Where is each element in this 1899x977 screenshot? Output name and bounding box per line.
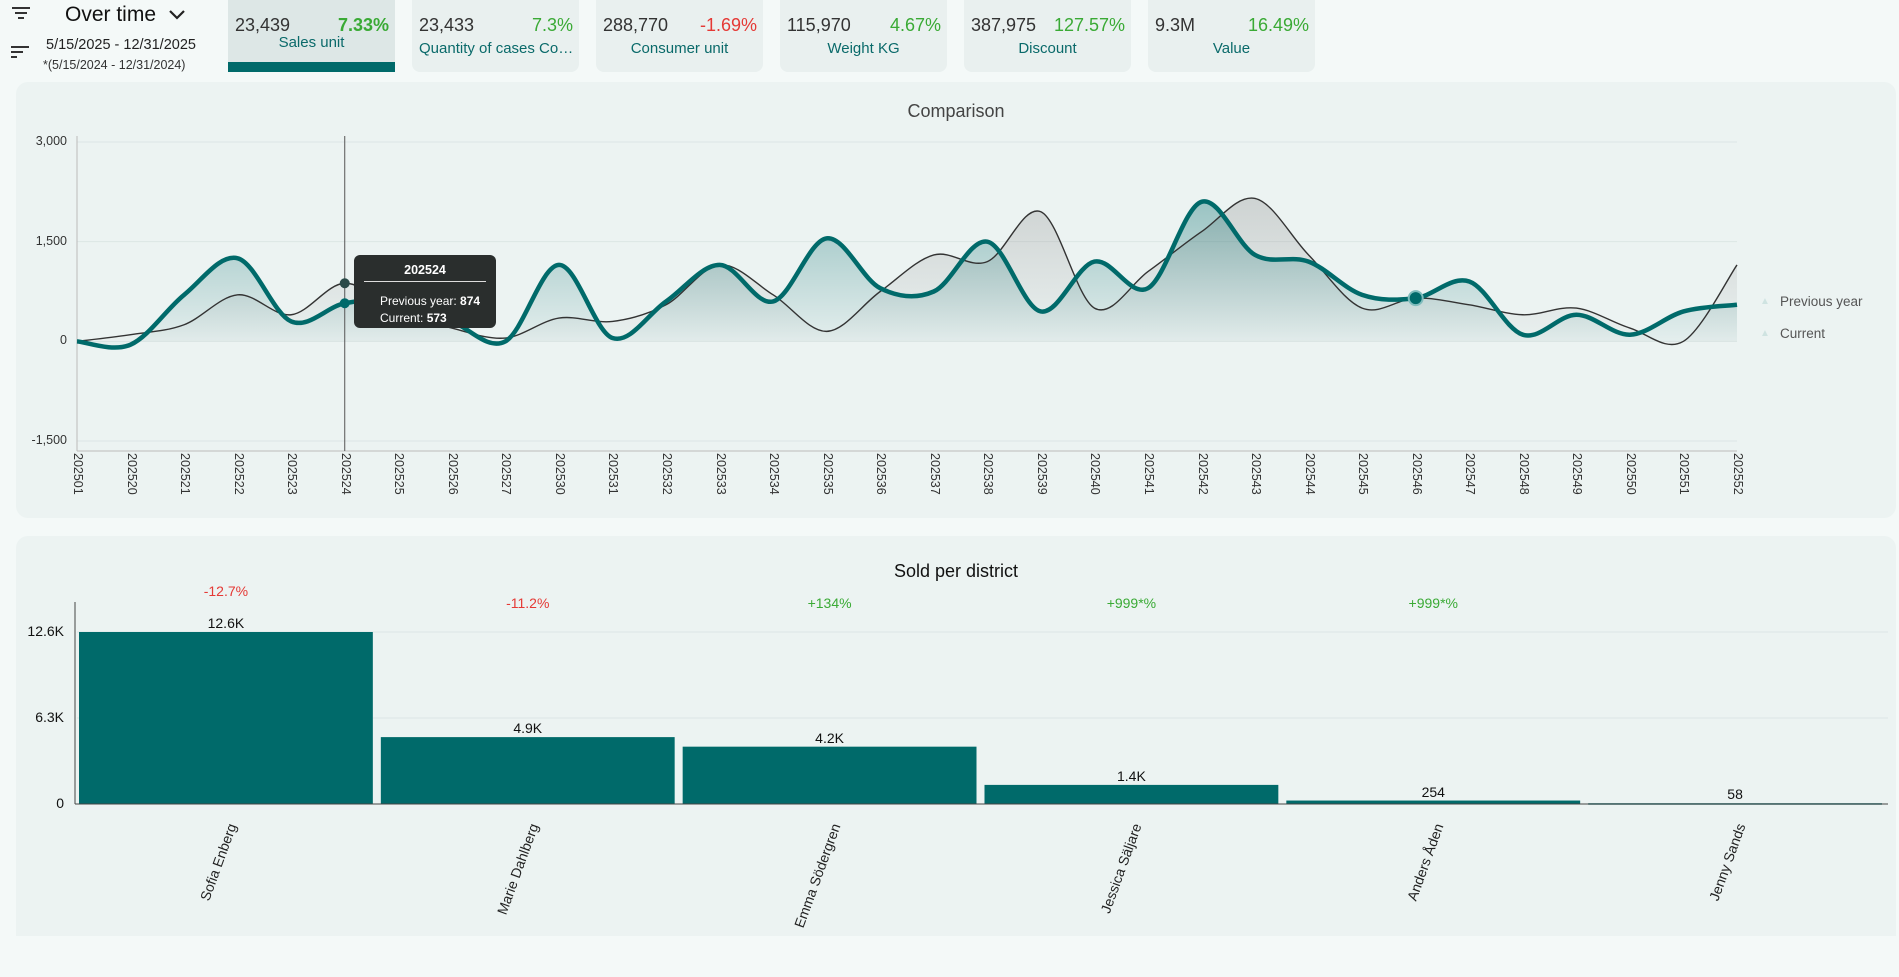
y-tick-label: 3,000 xyxy=(35,134,67,148)
current-area xyxy=(77,201,1737,348)
kpi-change: 7.3% xyxy=(531,15,573,35)
kpi-card-consumer-unit[interactable]: 288,770 -1.69% Consumer unit xyxy=(596,0,763,72)
kpi-card-discount[interactable]: 387,975 127.57% Discount xyxy=(964,0,1131,72)
tooltip-prev-value: 874 xyxy=(460,294,481,308)
kpi-card-sales-unit[interactable]: 23,439 7.33% Sales unit xyxy=(228,0,534,72)
hover-marker-prev xyxy=(339,278,350,289)
kpi-value: 387,975 xyxy=(971,15,1037,35)
legend-current[interactable]: ▲ Current xyxy=(1760,326,1825,341)
district-bar[interactable] xyxy=(984,784,1279,804)
date-range[interactable]: 5/15/2025 - 12/31/2025 xyxy=(46,37,196,53)
bar-value-label: 254 xyxy=(1421,783,1445,800)
kpi-value: 23,439 xyxy=(235,15,291,35)
chevron-down-icon xyxy=(169,10,185,20)
bar-change-label: +999*% xyxy=(1408,595,1458,611)
tooltip-prev-label: Previous year: xyxy=(380,294,457,308)
kpi-change: 16.49% xyxy=(1247,15,1309,35)
district-bar[interactable] xyxy=(1286,800,1581,804)
legend-swatch-icon: ▲ xyxy=(1760,327,1770,339)
bar-value-label: 1.4K xyxy=(1117,767,1146,784)
filter-icon[interactable] xyxy=(10,5,32,21)
bar-change-label: -11.2% xyxy=(506,595,550,611)
active-indicator xyxy=(228,62,395,72)
tooltip-curr-label: Current: xyxy=(380,311,424,325)
bar-value-label: 12.6K xyxy=(207,615,245,631)
legend-label: Current xyxy=(1780,326,1826,341)
view-title: Over time xyxy=(65,3,157,26)
bar-change-label: +134% xyxy=(807,595,852,611)
y-tick-label: 6.3K xyxy=(35,709,64,725)
highlight-marker xyxy=(1407,290,1424,307)
district-title: Sold per district xyxy=(893,561,1019,581)
kpi-card-value[interactable]: 9.3M 16.49% Value xyxy=(1148,0,1315,72)
chart-tooltip: 202524 Previous year: 874 Current: 573 xyxy=(354,255,496,328)
tooltip-title: 202524 xyxy=(364,263,486,282)
comparison-title: Comparison xyxy=(907,101,1005,121)
legend-previous-year[interactable]: ▲ Previous year xyxy=(1760,294,1863,309)
hover-marker-current xyxy=(339,298,350,309)
tooltip-curr-value: 573 xyxy=(426,311,447,325)
kpi-change: 7.33% xyxy=(337,15,389,35)
bar-change-label: +999*% xyxy=(1106,595,1157,611)
y-tick-label: 12.6K xyxy=(27,623,64,639)
y-tick-label: 1,500 xyxy=(35,233,67,248)
district-bar[interactable] xyxy=(380,737,675,804)
kpi-card-quantity-cases[interactable]: 23,433 7.3% Quantity of cases Con… xyxy=(412,0,579,72)
kpi-change: -1.69% xyxy=(699,15,757,35)
legend-swatch-icon: ▲ xyxy=(1760,295,1770,307)
kpi-value: 23,433 xyxy=(419,15,475,35)
bar-change-label: -12.7% xyxy=(203,583,249,599)
kpi-change: 127.57% xyxy=(1053,15,1125,35)
y-tick-label: -1,500 xyxy=(31,433,67,447)
kpi-card-weight-kg[interactable]: 115,970 4.67% Weight KG xyxy=(780,0,947,72)
previous-year-line xyxy=(76,197,1738,346)
tooltip-prev-row: Previous year: 874 xyxy=(380,294,480,308)
bar-value-label: 58 xyxy=(1727,786,1743,803)
compare-range: *(5/15/2024 - 12/31/2024) xyxy=(43,58,186,72)
y-tick-label: 0 xyxy=(60,333,67,348)
bar-value-label: 4.2K xyxy=(815,729,844,746)
tooltip-curr-row: Current: 573 xyxy=(380,311,447,325)
bar-value-label: 4.9K xyxy=(513,720,543,737)
district-chart[interactable] xyxy=(0,0,1899,930)
y-tick-label: 0 xyxy=(56,795,64,811)
view-selector[interactable]: Over time xyxy=(65,3,188,27)
sort-icon[interactable] xyxy=(9,44,31,60)
district-bar[interactable] xyxy=(79,632,373,804)
comparison-chart[interactable] xyxy=(0,0,1899,520)
kpi-change: 4.67% xyxy=(889,15,941,35)
district-bar[interactable] xyxy=(682,746,977,804)
kpi-value: 288,770 xyxy=(603,15,669,35)
legend-label: Previous year xyxy=(1780,294,1863,309)
kpi-value: 115,970 xyxy=(787,15,851,35)
kpi-value: 9.3M xyxy=(1155,15,1196,35)
